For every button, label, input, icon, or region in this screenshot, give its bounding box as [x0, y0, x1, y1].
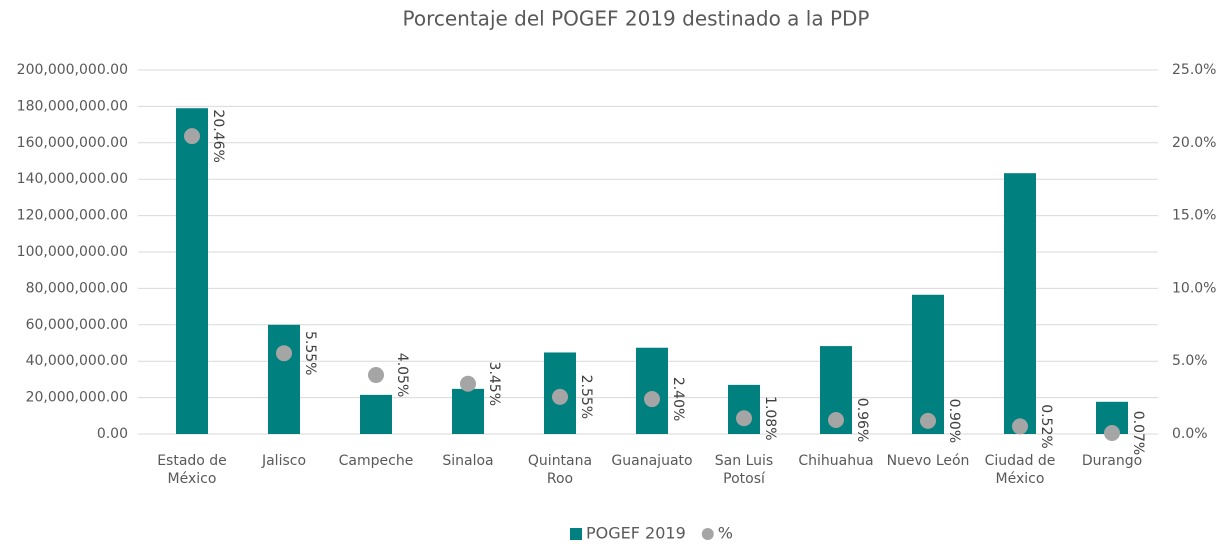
y-tick-label: 80,000,000.00	[26, 280, 128, 296]
bar	[268, 324, 300, 434]
x-tick-label: Durango	[1081, 453, 1143, 469]
x-tick-label: Chihuahua	[798, 453, 874, 469]
x-tick-label: Estado de México	[157, 453, 227, 487]
data-label: 1.08%	[762, 396, 778, 440]
dot	[276, 345, 292, 362]
y-tick-label: 140,000,000.00	[17, 171, 128, 187]
data-label: 0.90%	[946, 399, 962, 443]
y2-tick-label: 5.0%	[1172, 353, 1208, 369]
data-label: 20.46%	[210, 109, 226, 162]
x-tick-label: Guanajuato	[611, 453, 693, 469]
data-label: 4.05%	[394, 353, 410, 397]
x-tick-label: Jalisco	[261, 453, 307, 469]
data-label: 2.40%	[670, 377, 686, 421]
data-label: 0.52%	[1038, 404, 1054, 448]
bar	[728, 384, 760, 434]
x-tick-label: Quintana Roo	[527, 453, 593, 487]
legend-swatch	[701, 528, 714, 540]
y2-tick-label: 15.0%	[1172, 208, 1216, 224]
bar	[912, 294, 944, 434]
y-tick-label: 160,000,000.00	[17, 135, 128, 151]
dot	[644, 391, 660, 408]
y2-tick-label: 25.0%	[1172, 62, 1216, 78]
y-tick-label: 200,000,000.00	[17, 62, 128, 78]
data-label: 3.45%	[486, 362, 502, 406]
x-tick-label: San Luis Potosí	[714, 453, 774, 487]
dot	[460, 375, 476, 392]
dot	[552, 388, 568, 405]
bar	[1004, 173, 1036, 434]
y-tick-label: 100,000,000.00	[17, 244, 128, 260]
y2-tick-label: 20.0%	[1172, 135, 1216, 151]
dot	[184, 128, 200, 145]
dot	[736, 410, 752, 427]
y2-tick-label: 10.0%	[1172, 280, 1216, 296]
x-tick-label: Sinaloa	[442, 453, 494, 469]
legend-swatch	[570, 528, 582, 540]
dot	[1012, 418, 1028, 435]
y2-tick-label: 0.0%	[1172, 426, 1208, 442]
x-tick-label: Campeche	[338, 453, 414, 469]
dot	[1104, 424, 1120, 441]
dot	[368, 367, 384, 384]
bar	[452, 388, 484, 434]
y-tick-label: 60,000,000.00	[26, 317, 128, 333]
legend-label: %	[718, 524, 733, 543]
data-label: 0.96%	[854, 398, 870, 442]
y-tick-label: 120,000,000.00	[17, 208, 128, 224]
dot	[828, 412, 844, 429]
data-label: 5.55%	[302, 331, 318, 375]
y-tick-label: 40,000,000.00	[26, 353, 128, 369]
y-tick-label: 20,000,000.00	[26, 390, 128, 406]
y-tick-label: 180,000,000.00	[17, 98, 128, 114]
x-tick-label: Ciudad de México	[984, 453, 1056, 487]
data-label: 2.55%	[578, 375, 594, 419]
bar	[636, 347, 668, 434]
bar	[360, 394, 392, 434]
data-label: 0.07%	[1130, 411, 1146, 455]
y-tick-label: 0.00	[97, 426, 128, 442]
legend-label: POGEF 2019	[586, 524, 686, 543]
chart-title: Porcentaje del POGEF 2019 destinado a la…	[403, 7, 870, 31]
x-tick-label: Nuevo León	[886, 453, 970, 469]
bar	[176, 108, 208, 434]
dot	[920, 412, 936, 429]
